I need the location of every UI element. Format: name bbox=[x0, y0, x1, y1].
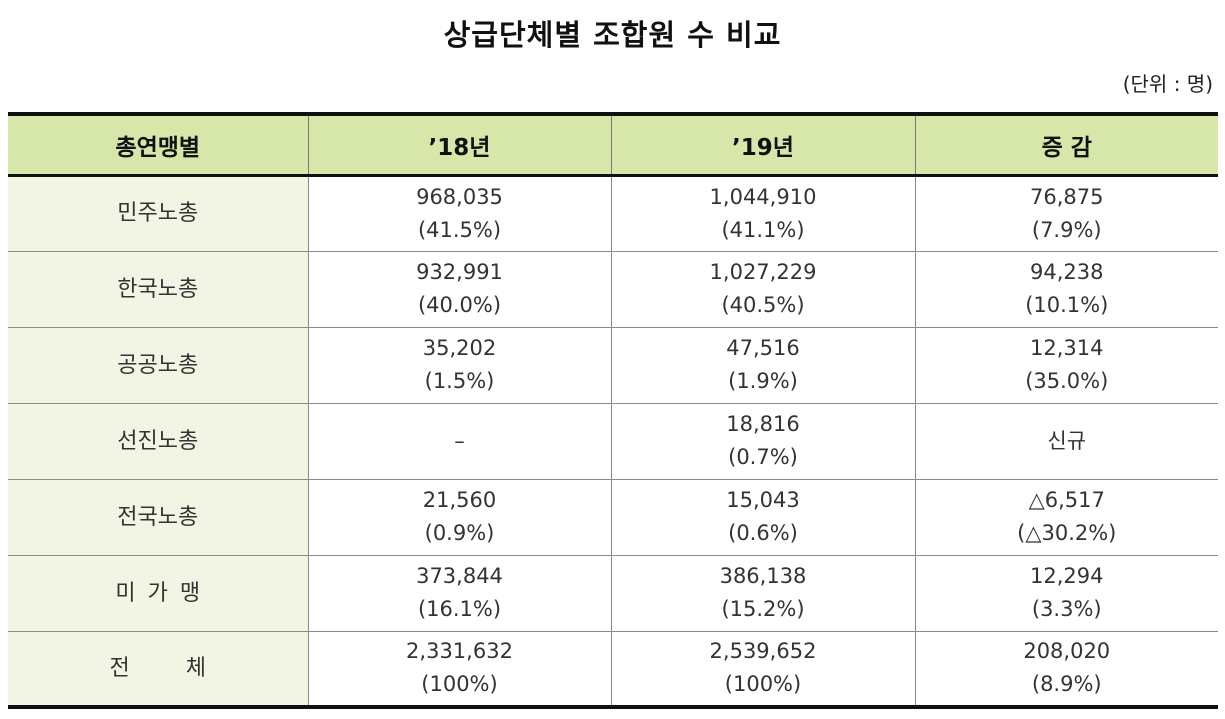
row-label: 전체 bbox=[8, 630, 309, 709]
row-label: 민주노총 bbox=[8, 174, 309, 252]
cell-2019: 1,027,229 (40.5%) bbox=[610, 250, 916, 328]
cell-2018: 373,844 (16.1%) bbox=[307, 554, 612, 632]
cell-2019: 47,516 (1.9%) bbox=[610, 326, 916, 404]
value-2019: 1,027,229 bbox=[709, 260, 817, 284]
column-header-change: 증 감 bbox=[914, 112, 1218, 177]
rate-change: (8.9%) bbox=[1031, 672, 1102, 697]
row-label: 한국노총 bbox=[8, 250, 309, 328]
table-row: 민주노총 968,035 (41.5%) 1,044,910 (41.1%) 76,… bbox=[8, 174, 1218, 252]
rate-change: (10.1%) bbox=[1025, 293, 1109, 317]
cell-2018: – bbox=[307, 402, 612, 480]
share-2018: (40.0%) bbox=[417, 293, 502, 317]
cell-2019: 1,044,910 (41.1%) bbox=[610, 174, 916, 252]
value-2018: 21,560 bbox=[422, 488, 497, 512]
share-2018: (41.5%) bbox=[417, 217, 502, 242]
rate-change: (△30.2%) bbox=[1017, 521, 1117, 545]
share-2019: (0.6%) bbox=[728, 521, 798, 545]
value-2019: 1,044,910 bbox=[709, 184, 817, 209]
share-2018: (0.9%) bbox=[424, 521, 495, 545]
value-2018: 373,844 bbox=[416, 564, 503, 588]
row-label: 공공노총 bbox=[8, 326, 309, 404]
cell-2019: 15,043 (0.6%) bbox=[610, 478, 916, 556]
value-change: 76,875 bbox=[1030, 184, 1104, 209]
cell-2018: 932,991 (40.0%) bbox=[307, 250, 612, 328]
rate-change: (3.3%) bbox=[1031, 597, 1102, 621]
page-title: 상급단체별 조합원 수 비교 bbox=[443, 18, 782, 52]
share-2019: (1.9%) bbox=[728, 369, 798, 393]
value-2018: – bbox=[454, 428, 465, 453]
value-change: 신규 bbox=[1047, 428, 1087, 453]
table-row: 선진노총 – 18,816 (0.7%) 신규 bbox=[8, 402, 1218, 480]
value-change: 12,314 bbox=[1030, 336, 1104, 360]
value-change: 94,238 bbox=[1030, 260, 1104, 284]
value-2019: 47,516 bbox=[726, 336, 800, 360]
cell-2018: 968,035 (41.5%) bbox=[307, 174, 612, 252]
rate-change: (7.9%) bbox=[1031, 217, 1102, 242]
cell-change: 94,238 (10.1%) bbox=[914, 250, 1218, 328]
table-row-total: 전체 2,331,632 (100%) 2,539,652 (100%) 208,0… bbox=[8, 630, 1218, 709]
value-2019: 386,138 bbox=[719, 564, 807, 588]
cell-change: 12,294 (3.3%) bbox=[914, 554, 1218, 632]
value-2018: 968,035 bbox=[416, 184, 503, 209]
share-2019: (0.7%) bbox=[728, 445, 798, 469]
share-2019: (40.5%) bbox=[721, 293, 805, 317]
table-row: 공공노총 35,202 (1.5%) 47,516 (1.9%) 12,314 (35… bbox=[8, 326, 1218, 404]
cell-change: △6,517 (△30.2%) bbox=[914, 478, 1218, 556]
cell-2019: 18,816 (0.7%) bbox=[610, 402, 916, 480]
cell-change: 208,020 (8.9%) bbox=[914, 630, 1218, 709]
rate-change: (35.0%) bbox=[1025, 369, 1109, 393]
value-change: △6,517 bbox=[1028, 488, 1105, 512]
unit-label: (단위 : 명) bbox=[1122, 72, 1213, 96]
row-label: 선진노총 bbox=[8, 402, 309, 480]
value-change: 12,294 bbox=[1030, 564, 1104, 588]
row-label: 미가맹 bbox=[8, 554, 309, 632]
cell-change: 76,875 (7.9%) bbox=[914, 174, 1218, 252]
cell-2018: 35,202 (1.5%) bbox=[307, 326, 612, 404]
share-2018: (1.5%) bbox=[424, 369, 495, 393]
row-label: 전국노총 bbox=[8, 478, 309, 556]
value-2019: 15,043 bbox=[726, 488, 800, 512]
table-row: 전국노총 21,560 (0.9%) 15,043 (0.6%) △6,517 (△3… bbox=[8, 478, 1218, 556]
column-header-2019: ’19년 bbox=[610, 112, 916, 177]
value-2018: 35,202 bbox=[422, 336, 497, 360]
value-2019: 2,539,652 bbox=[709, 639, 817, 664]
value-change: 208,020 bbox=[1023, 639, 1111, 664]
table-row: 미가맹 373,844 (16.1%) 386,138 (15.2%) 12,294… bbox=[8, 554, 1218, 632]
share-2019: (41.1%) bbox=[721, 217, 805, 242]
cell-change: 신규 bbox=[914, 402, 1218, 480]
cell-2019: 2,539,652 (100%) bbox=[610, 630, 916, 709]
union-membership-table: 총연맹별 ’18년 ’19년 증 감 민주노총 968,035 (41.5%) 1… bbox=[8, 112, 1218, 709]
table-header-row: 총연맹별 ’18년 ’19년 증 감 bbox=[8, 112, 1218, 177]
cell-2018: 21,560 (0.9%) bbox=[307, 478, 612, 556]
cell-change: 12,314 (35.0%) bbox=[914, 326, 1218, 404]
value-2018: 932,991 bbox=[416, 260, 503, 284]
share-2018: (100%) bbox=[421, 672, 498, 697]
cell-2019: 386,138 (15.2%) bbox=[610, 554, 916, 632]
share-2019: (100%) bbox=[724, 672, 802, 697]
share-2019: (15.2%) bbox=[721, 597, 805, 621]
column-header-federation: 총연맹별 bbox=[8, 112, 309, 177]
share-2018: (16.1%) bbox=[417, 597, 502, 621]
column-header-2018: ’18년 bbox=[307, 112, 612, 177]
table-row: 한국노총 932,991 (40.0%) 1,027,229 (40.5%) 94,… bbox=[8, 250, 1218, 328]
value-2018: 2,331,632 bbox=[406, 639, 513, 664]
cell-2018: 2,331,632 (100%) bbox=[307, 630, 612, 709]
value-2019: 18,816 bbox=[726, 412, 800, 436]
